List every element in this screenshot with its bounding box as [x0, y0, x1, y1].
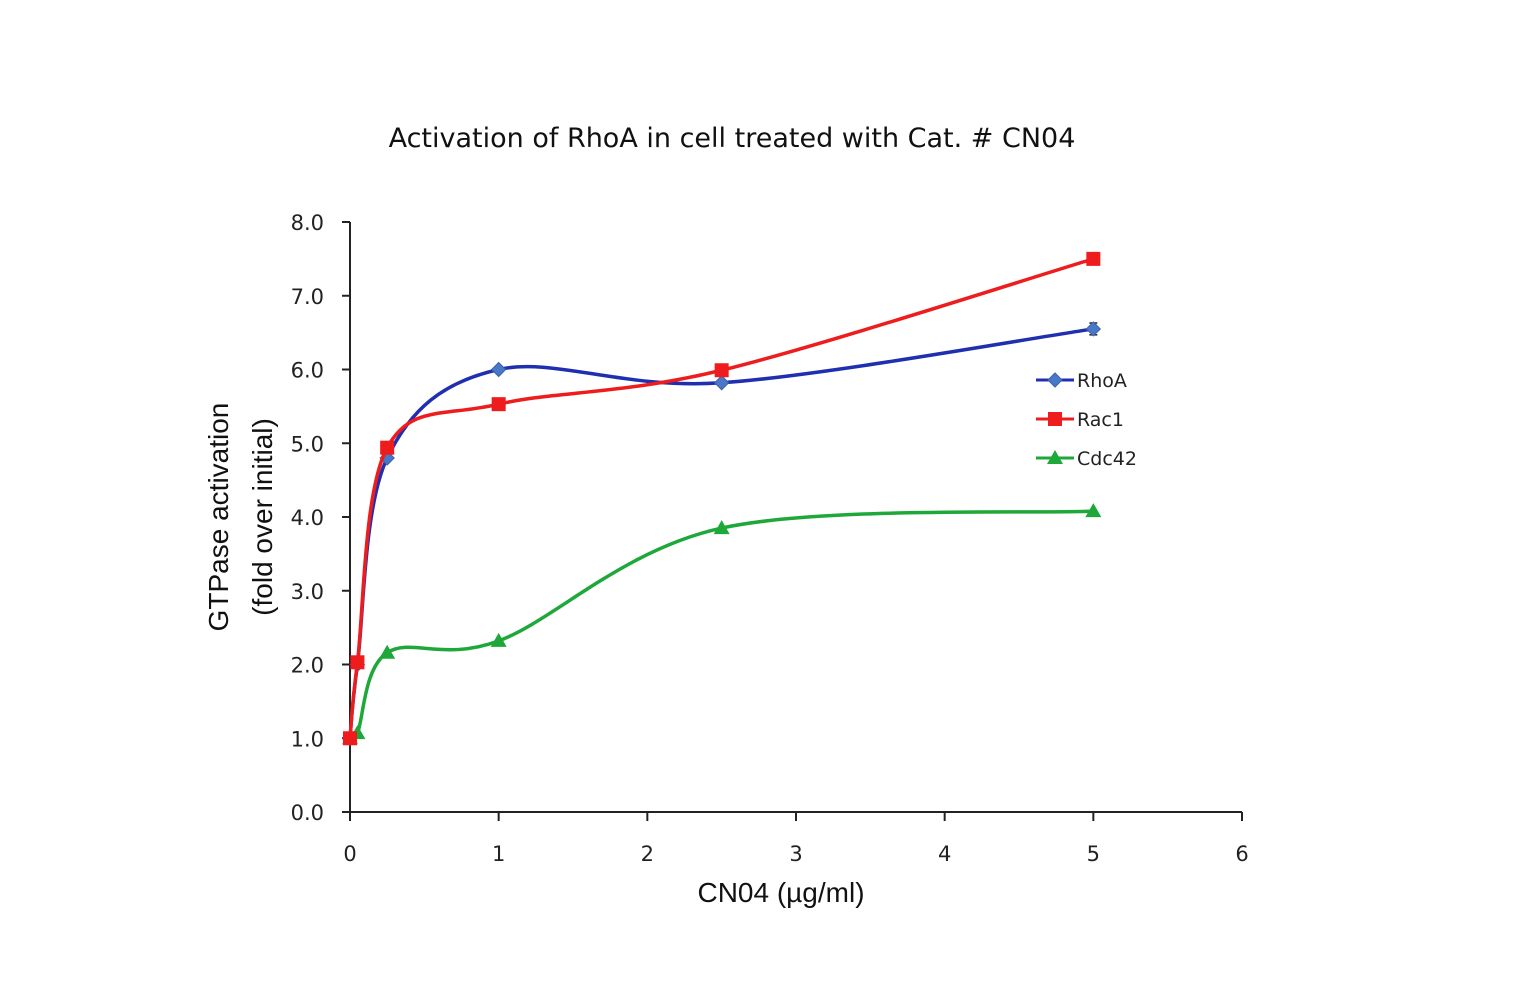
legend-marker-cdc42 — [1047, 450, 1063, 464]
y-axis-label-line1: GTPase activation — [203, 403, 234, 632]
x-tick-label: 3 — [789, 842, 802, 866]
legend-label-rhoa: RhoA — [1077, 370, 1127, 392]
x-tick-label: 2 — [641, 842, 654, 866]
legend-marker-rhoa — [1047, 372, 1063, 388]
y-tick-label: 4.0 — [291, 506, 324, 530]
series-cdc42 — [342, 503, 1102, 745]
series-line-cdc42 — [348, 509, 1094, 743]
data-point-rac1 — [1086, 251, 1101, 266]
y-tick-label: 5.0 — [291, 432, 324, 456]
x-tick-label: 5 — [1087, 842, 1100, 866]
y-tick-label: 0.0 — [291, 801, 324, 825]
y-tick-label: 3.0 — [291, 580, 324, 604]
data-point-cdc42 — [379, 644, 396, 659]
y-tick-label: 2.0 — [291, 654, 324, 678]
series-line-rac1 — [348, 257, 1094, 739]
legend-label-rac1: Rac1 — [1077, 409, 1124, 431]
data-point-rac1 — [350, 655, 365, 670]
legend-item-rac1: Rac1 — [1036, 409, 1124, 431]
series-rac1 — [343, 251, 1101, 746]
data-point-rac1 — [491, 397, 506, 412]
x-axis-label: CN04 (µg/ml) — [697, 877, 864, 908]
x-tick-label: 1 — [492, 842, 505, 866]
y-tick-label: 6.0 — [291, 359, 324, 383]
legend-label-cdc42: Cdc42 — [1077, 448, 1137, 470]
legend-item-cdc42: Cdc42 — [1036, 448, 1137, 470]
data-point-rhoa — [490, 361, 507, 378]
chart-title: Activation of RhoA in cell treated with … — [389, 123, 1076, 154]
x-tick-label: 6 — [1235, 842, 1248, 866]
data-point-rac1 — [343, 731, 357, 746]
data-point-rhoa — [713, 375, 730, 391]
y-axis-label-line2: (fold over initial) — [247, 418, 278, 616]
data-point-cdc42 — [1085, 503, 1102, 518]
data-point-cdc42 — [490, 632, 507, 647]
data-point-cdc42 — [713, 520, 730, 535]
data-point-rac1 — [714, 363, 729, 378]
legend-item-rhoa: RhoA — [1036, 370, 1127, 392]
legend-marker-rac1 — [1048, 412, 1062, 426]
data-point-rac1 — [380, 440, 395, 455]
y-tick-label: 7.0 — [291, 285, 324, 309]
x-tick-label: 0 — [343, 842, 356, 866]
x-tick-label: 4 — [938, 842, 951, 866]
y-tick-label: 8.0 — [291, 211, 324, 235]
data-point-rhoa — [1085, 321, 1102, 337]
y-tick-label: 1.0 — [291, 727, 324, 751]
